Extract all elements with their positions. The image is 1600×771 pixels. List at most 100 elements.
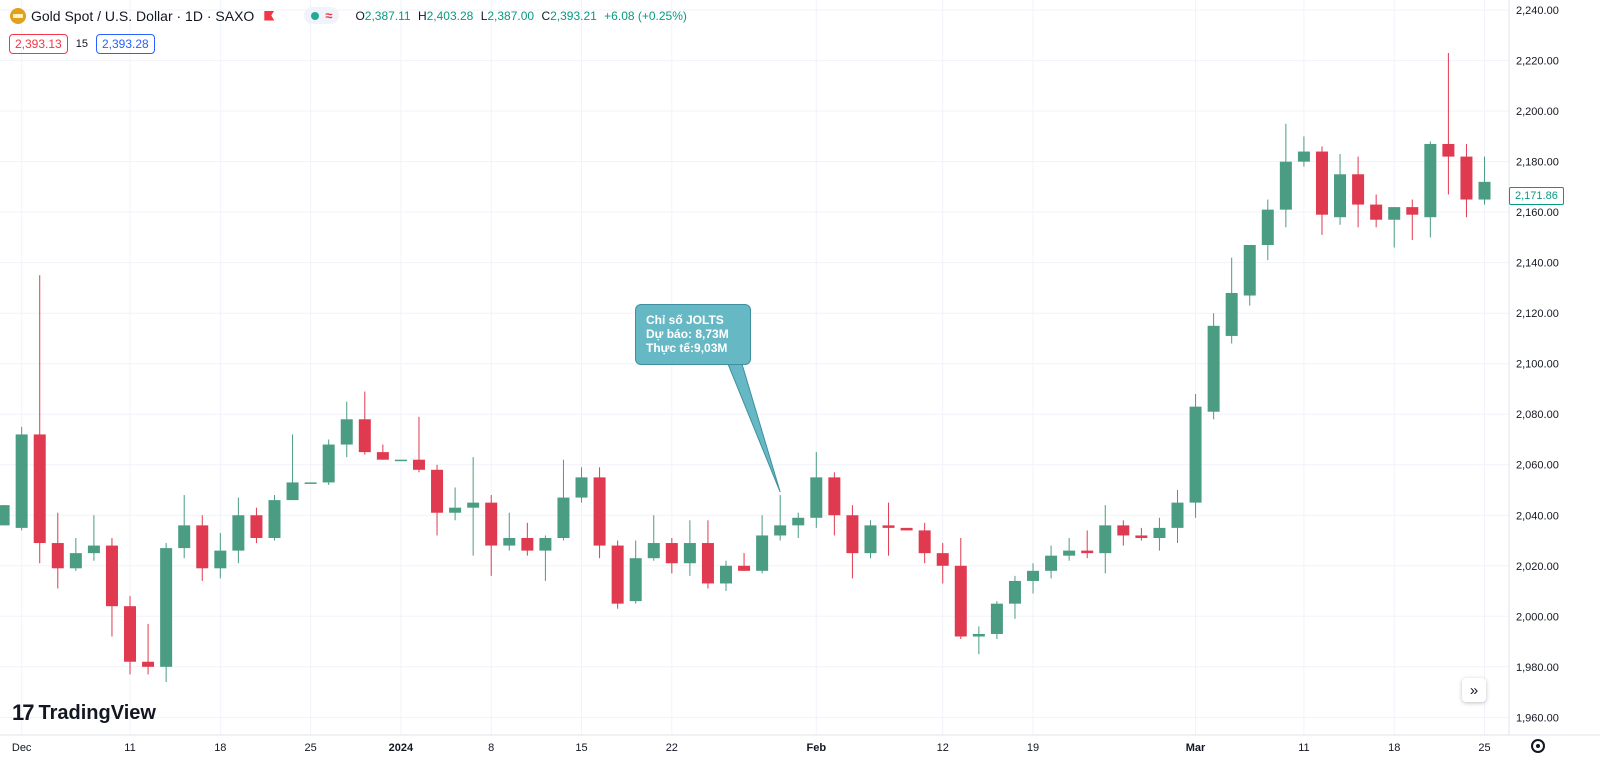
- trade-panel: 2,393.13 15 2,393.28: [9, 34, 155, 54]
- candle-body: [1027, 570, 1040, 581]
- candle-body: [647, 543, 660, 559]
- high-key: H: [417, 8, 427, 23]
- candle: [954, 537, 967, 640]
- candle-body: [232, 515, 245, 551]
- candle: [1008, 575, 1021, 619]
- candle-body: [358, 419, 371, 453]
- x-tick-label: 19: [1027, 742, 1039, 754]
- market-status-pill[interactable]: ≈: [304, 7, 340, 24]
- candle-body: [1171, 502, 1184, 528]
- candle-body: [105, 545, 118, 607]
- symbol-title[interactable]: Gold Spot / U.S. Dollar · 1D · SAXO: [31, 7, 255, 24]
- candle: [1027, 563, 1040, 594]
- time-axis[interactable]: Dec 11 18 25 2024 8 15 22 Feb 12 19 Mar 11 18 25: [12, 742, 1491, 754]
- candle-body: [1099, 525, 1112, 554]
- candle-body: [720, 565, 732, 584]
- y-tick-label: 2,060.00: [1516, 460, 1559, 472]
- candle: [1315, 146, 1328, 235]
- market-open-dot-icon: [311, 11, 320, 20]
- candle: [792, 512, 805, 538]
- flag-icon[interactable]: [264, 10, 275, 21]
- y-tick-label: 1,980.00: [1516, 662, 1559, 674]
- candle-body: [665, 543, 678, 564]
- candle-body: [593, 477, 606, 546]
- tradingview-logo[interactable]: 17 TradingView: [12, 700, 156, 726]
- candle: [593, 467, 606, 559]
- candle: [1135, 527, 1148, 541]
- sell-button[interactable]: 2,393.13: [9, 34, 68, 54]
- scroll-to-realtime-button[interactable]: »: [1462, 678, 1486, 702]
- change-value: +6.08 (+0.25%): [604, 8, 687, 23]
- candle-body: [1225, 292, 1238, 336]
- candle-body: [1297, 151, 1310, 162]
- candle-body: [1406, 207, 1419, 215]
- candle-body: [954, 565, 967, 637]
- candle-body: [394, 459, 407, 462]
- candle-body: [1081, 550, 1094, 554]
- candle-body: [15, 434, 28, 528]
- price-axis[interactable]: 2,240.00 2,220.00 2,200.00 2,180.00 2,160.00…: [1516, 5, 1559, 724]
- candle: [358, 391, 371, 455]
- x-tick-label: 8: [488, 742, 494, 754]
- y-tick-label: 2,020.00: [1516, 561, 1559, 573]
- y-tick-label: 2,240.00: [1516, 5, 1559, 17]
- low-value: 2,387.00: [487, 8, 535, 23]
- candle-body: [629, 558, 642, 602]
- candle-body: [1334, 174, 1347, 218]
- candle: [412, 416, 425, 473]
- candle-body: [918, 530, 931, 554]
- candle: [431, 464, 444, 536]
- candle: [1478, 156, 1491, 205]
- candle-body: [1063, 550, 1076, 556]
- candle: [322, 439, 335, 485]
- candle: [1279, 123, 1292, 228]
- candle: [33, 275, 46, 564]
- quantity-value[interactable]: 15: [75, 38, 88, 50]
- candle-body: [936, 553, 949, 566]
- candle-body: [196, 525, 209, 569]
- candle: [1153, 517, 1166, 551]
- x-tick-label: 25: [1478, 742, 1490, 754]
- candle-body: [1442, 143, 1455, 157]
- candle: [1388, 207, 1401, 248]
- gear-icon[interactable]: [1531, 739, 1545, 753]
- candle: [160, 543, 173, 682]
- x-tick-label: 15: [575, 742, 587, 754]
- y-tick-label: 2,100.00: [1516, 359, 1559, 371]
- tradingview-wordmark: TradingView: [38, 701, 156, 724]
- candle-body: [1189, 406, 1202, 503]
- candle-body: [87, 545, 100, 554]
- jolts-annotation[interactable]: Chỉ số JOLTS Dự báo: 8,73M Thực tế:9,03M: [635, 304, 751, 365]
- candle-body: [774, 525, 787, 536]
- buy-button[interactable]: 2,393.28: [95, 34, 155, 54]
- candle: [864, 520, 877, 559]
- candle: [972, 626, 985, 655]
- candle: [1370, 194, 1383, 228]
- candle-body: [178, 525, 191, 549]
- x-tick-label: 18: [1388, 742, 1400, 754]
- candle-body: [304, 482, 317, 484]
- candle-body: [431, 469, 444, 513]
- candle: [918, 522, 931, 564]
- candle-body: [575, 477, 588, 498]
- candle: [142, 623, 155, 675]
- candle-body: [1008, 580, 1021, 604]
- candle-body: [69, 553, 82, 569]
- candle-body: [1424, 143, 1437, 218]
- close-value: 2,393.21: [550, 8, 597, 23]
- candle-body: [485, 502, 498, 546]
- candle: [756, 515, 769, 574]
- y-tick-label: 2,180.00: [1516, 157, 1559, 169]
- candle-body: [864, 525, 877, 554]
- candle: [810, 452, 823, 528]
- candle: [304, 482, 317, 484]
- candle-body: [521, 537, 534, 551]
- x-tick-label: Mar: [1186, 742, 1206, 754]
- candle-body: [124, 606, 137, 662]
- candle-body: [1315, 151, 1328, 215]
- candle: [665, 537, 678, 574]
- candle-body: [286, 482, 299, 501]
- annotation-title: Chỉ số JOLTS: [646, 313, 724, 327]
- candle: [1352, 156, 1365, 228]
